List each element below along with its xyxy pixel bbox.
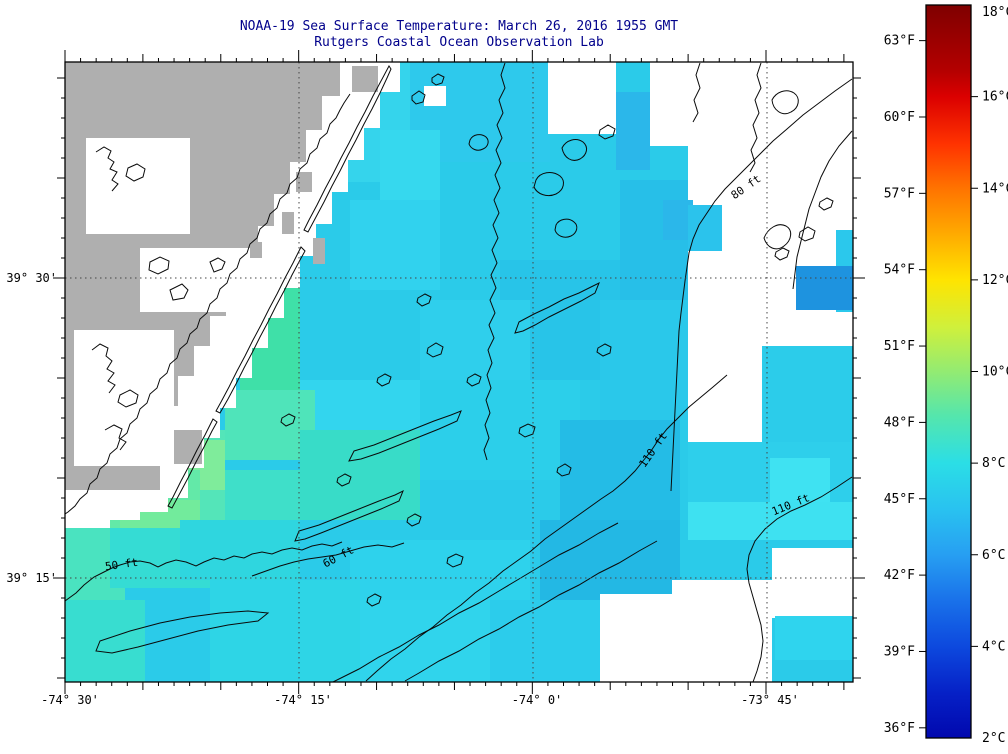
contour-valley [332, 522, 619, 682]
y-tick-label: 39° 30' [6, 271, 57, 285]
x-axis-ticks [64, 50, 845, 694]
colorbar-f-label: 63°F [884, 34, 915, 49]
y-tick-label: 39° 15' [6, 571, 57, 585]
colorbar-c-label: 16°C [982, 90, 1008, 105]
colorbar-c-label: 4°C [982, 639, 1005, 654]
shoal-contours [95, 73, 612, 654]
colorbar-gradient [926, 5, 971, 738]
colorbar-f-label: 51°F [884, 339, 915, 354]
colorbar-f-label: 60°F [884, 110, 915, 125]
x-tick-label: -74° 15' [274, 693, 332, 707]
contour-60ft [251, 542, 405, 577]
y-axis-ticks [53, 77, 865, 679]
colorbar-c-label: 14°C [982, 181, 1008, 196]
coastline [65, 93, 351, 515]
colorbar-c-label: 12°C [982, 273, 1008, 288]
colorbar-marks: 63°F 60°F 57°F 54°F 51°F 48°F 45°F 42°F 39°F 36°F… [884, 5, 1008, 746]
bay-shorelines [91, 146, 226, 451]
colorbar-f-label: 45°F [884, 492, 915, 507]
map-area [65, 62, 853, 682]
colorbar-f-label: 36°F [884, 721, 915, 736]
figure-title: NOAA-19 Sea Surface Temperature: March 2… [240, 19, 678, 34]
x-tick-label: -73° 45' [741, 693, 799, 707]
colorbar-f-label: 39°F [884, 644, 915, 659]
sst-patches-right [616, 92, 853, 660]
colorbar-c-label: 18°C [982, 5, 1008, 20]
contour-ridge [483, 62, 506, 461]
contour-110ft-west [365, 374, 728, 682]
x-tick-label: -74° 0' [512, 693, 563, 707]
colorbar-f-label: 57°F [884, 186, 915, 201]
colorbar-c-label: 2°C [982, 731, 1005, 746]
offshore-islets [561, 62, 834, 261]
graticule [65, 62, 853, 682]
land [65, 62, 378, 490]
colorbar: 63°F 60°F 57°F 54°F 51°F 48°F 45°F 42°F 39°F 36°F… [884, 4, 1008, 746]
contour-110ft-east [746, 476, 853, 682]
figure-subtitle: Rutgers Coastal Ocean Observation Lab [314, 35, 604, 50]
x-axis-labels: -74° 30' -74° 15' -74° 0' -73° 45' [41, 693, 799, 707]
contour-50ft [65, 541, 343, 602]
colorbar-f-label: 48°F [884, 415, 915, 430]
barrier-island [215, 246, 306, 414]
y-axis-labels: 39° 30' 39° 15' [6, 271, 57, 585]
contour-right [792, 130, 853, 290]
barrier-island [167, 418, 218, 509]
colorbar-c-label: 8°C [982, 456, 1005, 471]
contour-80ft [670, 78, 853, 492]
colorbar-f-label: 54°F [884, 263, 915, 278]
colorbar-c-label: 6°C [982, 548, 1005, 563]
bathymetry-and-coast-contours [65, 62, 853, 682]
contour-label-50ft: 50 ft [104, 556, 139, 573]
barrier-island [303, 65, 392, 233]
colorbar-f-label: 42°F [884, 568, 915, 583]
plot-frame [64, 61, 854, 683]
colorbar-c-label: 10°C [982, 365, 1008, 380]
x-tick-label: -74° 30' [41, 693, 99, 707]
contour-valley [404, 540, 658, 682]
bay-cutouts [74, 138, 250, 466]
